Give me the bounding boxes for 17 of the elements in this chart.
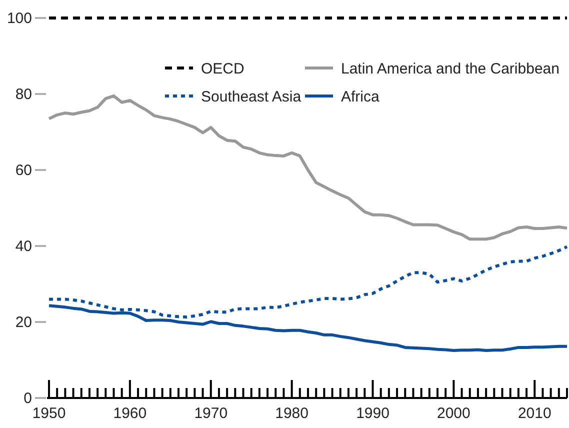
y-tick-label: 60 bbox=[15, 162, 32, 179]
y-tick-label: 20 bbox=[15, 314, 32, 331]
x-tick-label: 1970 bbox=[194, 405, 228, 422]
legend-label: Latin America and the Caribbean bbox=[341, 60, 560, 78]
x-tick-label: 1950 bbox=[32, 405, 66, 422]
x-tick-label: 1960 bbox=[113, 405, 147, 422]
y-tick-label: 0 bbox=[24, 390, 32, 407]
x-tick-label: 2000 bbox=[437, 405, 470, 422]
y-tick-label: 40 bbox=[15, 238, 32, 255]
x-tick-label: 1990 bbox=[356, 405, 390, 422]
x-tick-label: 1980 bbox=[275, 405, 308, 422]
legend-label: Southeast Asia bbox=[201, 88, 302, 106]
legend-label: OECD bbox=[201, 60, 245, 78]
legend-label: Africa bbox=[341, 88, 380, 106]
y-tick-label: 80 bbox=[15, 86, 32, 103]
x-tick-label: 2010 bbox=[518, 405, 552, 422]
y-tick-label: 100 bbox=[6, 10, 32, 27]
